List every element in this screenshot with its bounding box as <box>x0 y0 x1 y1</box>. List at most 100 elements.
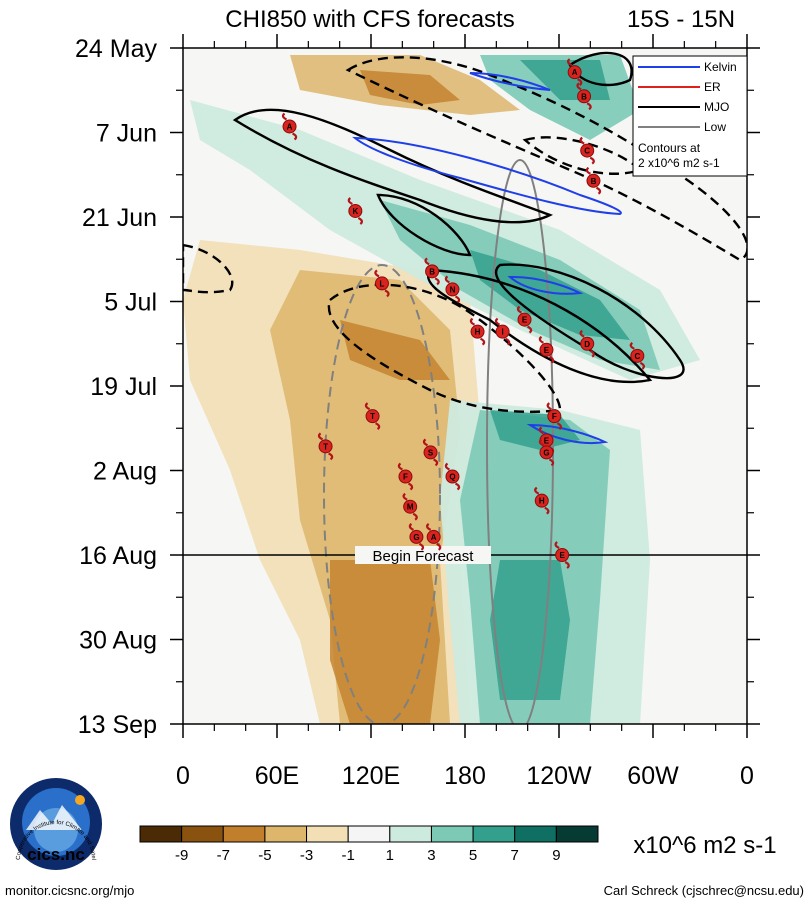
footer-link[interactable]: monitor.cicsnc.org/mjo <box>5 883 134 898</box>
y-tick-label: 24 May <box>75 35 157 63</box>
mjo-positive-2 <box>376 193 472 257</box>
tc-marker: T <box>317 432 334 461</box>
tc-label: D <box>584 340 590 349</box>
colorbar-label: -3 <box>300 847 313 864</box>
tc-tail-bottom <box>595 186 602 195</box>
x-tick-label: 180 <box>444 762 486 790</box>
colorbar: -9 -7 -5 -3 -1 1 3 5 7 9 <box>139 825 599 864</box>
kelvin-contour-4 <box>469 72 551 91</box>
mjo-positive-3 <box>494 263 685 380</box>
logo-text: cics.nc <box>27 845 85 864</box>
tc-tail-bottom <box>434 277 440 286</box>
forecast-label: Begin Forecast <box>373 548 475 565</box>
tc-label: S <box>428 448 434 457</box>
low-contours <box>323 159 554 724</box>
cicsnc-logo: Cooperative Institute for Climate and Sa… <box>0 0 102 870</box>
tc-tail-bottom <box>527 325 533 334</box>
y-tick-label: 13 Sep <box>78 711 157 739</box>
tc-tail-top <box>579 136 585 145</box>
tc-tail-bottom <box>577 78 583 87</box>
tc-tail-bottom <box>548 458 555 467</box>
tc-label: Q <box>449 473 455 482</box>
tc-tail-top <box>516 305 523 314</box>
tc-marker: H <box>534 486 550 515</box>
tc-tail-top <box>576 82 582 91</box>
x-tick-label: 60E <box>255 762 299 790</box>
tc-label: H <box>539 497 545 506</box>
tc-label: F <box>552 412 557 421</box>
tc-label: G <box>413 533 419 542</box>
legend-label-mjo: MJO <box>704 100 729 114</box>
tc-label: E <box>522 316 528 325</box>
tc-circle <box>470 324 485 339</box>
tc-circle <box>586 173 601 188</box>
tc-tail-top <box>585 166 591 175</box>
tc-tail-top <box>402 492 408 501</box>
tc-circle <box>425 264 440 279</box>
colorbar-swatch <box>389 825 432 843</box>
tc-tail-bottom <box>454 295 461 304</box>
enhanced-band-peak <box>470 250 630 340</box>
tc-marker: F <box>397 462 414 491</box>
colorbar-swatch <box>139 825 183 843</box>
colorbar-label: 9 <box>552 847 560 864</box>
y-tick-label: 16 Aug <box>79 542 157 570</box>
tc-marker: F <box>546 402 562 431</box>
tc-tail-bottom <box>433 458 439 467</box>
tc-label: C <box>584 147 590 156</box>
tc-tail-bottom <box>544 506 550 515</box>
x-tick-label: 0 <box>740 762 754 790</box>
colorbar-swatch <box>430 825 474 843</box>
tc-marker: E <box>554 541 570 569</box>
chart-region: 15S - 15N <box>627 6 735 33</box>
tc-marker: B <box>585 166 602 195</box>
tc-circle <box>423 445 438 460</box>
tc-tail-bottom <box>407 482 414 491</box>
tc-tail-top <box>469 317 476 326</box>
tc-circle <box>534 493 549 508</box>
tc-circle <box>318 439 333 454</box>
forecast-label-background <box>355 546 491 564</box>
tc-label: A <box>572 68 578 77</box>
y-tick-label: 7 Jun <box>96 120 157 148</box>
tc-marker: N <box>444 275 461 304</box>
tc-marker: M <box>402 492 418 521</box>
tc-tail-top <box>579 329 585 338</box>
tc-label: B <box>581 92 587 101</box>
colorbar-label: -1 <box>342 847 355 864</box>
tc-tail-top <box>281 112 288 121</box>
tc-circle <box>555 548 570 562</box>
tc-circle <box>365 409 380 424</box>
tc-tail-bottom <box>548 355 555 364</box>
tc-label: E <box>544 436 550 445</box>
tc-marker: D <box>579 329 595 358</box>
colorbar-swatch <box>347 825 391 843</box>
plot-content: Begin Forecast A B A C B K B L N E H I D E C F T E T S G F Q H M… <box>183 51 747 724</box>
tc-marker: S <box>422 438 439 467</box>
chart-title: CHI850 with CFS forecasts <box>225 6 514 33</box>
colorbar-swatch <box>181 825 224 843</box>
tc-tail-bottom <box>454 482 461 491</box>
tc-tail-top <box>374 269 380 278</box>
low-contour-east <box>486 159 554 724</box>
tc-tail-top <box>534 486 540 495</box>
tc-tail-bottom <box>375 422 381 431</box>
tc-marker: B <box>576 82 592 111</box>
tc-tail-bottom <box>480 337 486 346</box>
tc-tail-bottom <box>418 542 425 551</box>
tc-tail-top <box>554 541 560 549</box>
tc-marker: T <box>364 402 381 431</box>
tc-tail-bottom <box>586 102 592 111</box>
legend-label-low: Low <box>704 120 726 134</box>
tc-tail-top <box>347 197 353 205</box>
colorbar-label: 7 <box>511 847 519 864</box>
colorbar-label: 3 <box>427 847 435 864</box>
footer-author: Carl Schreck (cjschrec@ncsu.edu) <box>604 883 804 898</box>
colorbar-swatch <box>264 825 308 843</box>
tc-tail-bottom <box>328 452 334 461</box>
tc-marker: I <box>494 317 511 346</box>
y-tick-label: 2 Aug <box>93 458 157 486</box>
tc-circle <box>567 65 582 80</box>
tc-tail-bottom <box>639 361 646 370</box>
